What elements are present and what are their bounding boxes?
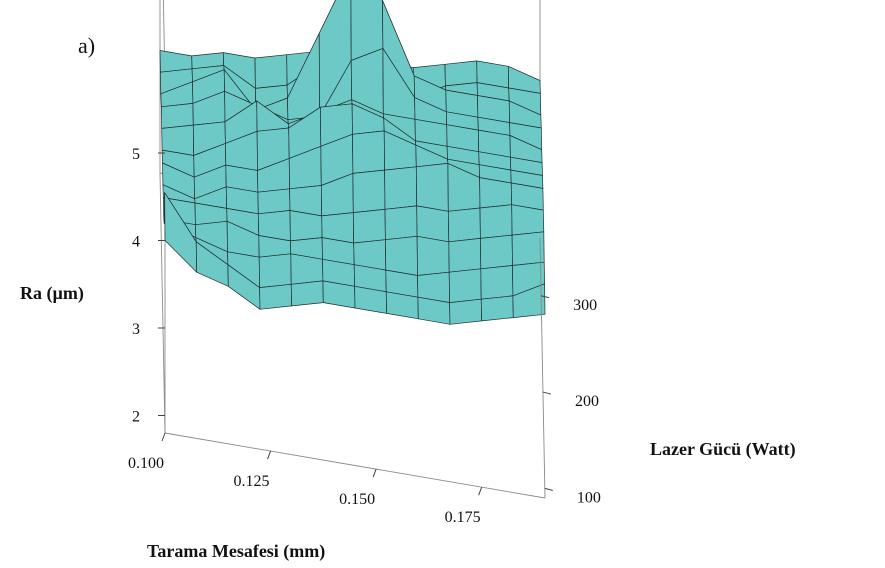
y-tick-label: 200 <box>575 393 599 410</box>
surface-cell <box>447 207 481 243</box>
y-tick-mark <box>542 391 552 395</box>
surface-cell <box>352 169 386 213</box>
y-tick-mark <box>544 487 553 491</box>
surface-cell <box>511 204 545 236</box>
box-edge <box>164 432 546 499</box>
x-axis-title: Tarama Mesafesi (mm) <box>147 541 325 562</box>
surface-cell <box>479 177 513 209</box>
z-tick-label: 2 <box>132 409 140 426</box>
surface-cell <box>352 208 386 244</box>
x-tick-mark <box>161 432 166 442</box>
surface-cell <box>416 235 450 276</box>
surface-cell <box>258 253 292 288</box>
surface-cell <box>444 60 478 87</box>
x-tick-mark <box>372 468 377 478</box>
box-edge <box>162 0 166 84</box>
surface-cell <box>448 238 482 273</box>
axis-ticks: 2 3 4 5 0.100 0.125 0.150 0.175 100 200 300 <box>128 146 601 526</box>
surface-cell <box>512 283 546 318</box>
z-tick-label: 3 <box>132 321 140 338</box>
surface-cell <box>416 205 450 243</box>
surface-mesh <box>159 0 546 325</box>
x-tick-mark <box>478 486 483 496</box>
surface-cell <box>385 235 418 276</box>
box-edge <box>539 237 546 499</box>
surface-cell <box>259 283 293 310</box>
surface-cell <box>511 231 545 266</box>
x-tick-label: 0.150 <box>339 491 375 508</box>
y-axis-title: Lazer Gücü (Watt) <box>650 439 796 460</box>
surface-cell <box>290 280 324 307</box>
z-tick-label: 4 <box>132 234 140 251</box>
surface-cell <box>159 50 193 73</box>
surface-cell <box>480 295 514 322</box>
surface-cell <box>290 253 324 285</box>
x-tick-mark <box>267 450 272 460</box>
x-tick-label: 0.125 <box>234 473 270 490</box>
surface-cell <box>160 103 194 129</box>
surface-cell <box>415 163 449 212</box>
surface-cell <box>289 210 323 242</box>
surface-cell <box>479 204 513 239</box>
surface-cell <box>257 188 291 215</box>
x-tick-label: 0.100 <box>128 455 164 472</box>
z-axis-title: Ra (µm) <box>20 283 84 304</box>
x-tick-label: 0.175 <box>445 509 481 526</box>
box-edge <box>159 172 166 434</box>
surface-cell <box>480 265 514 300</box>
surface-cell <box>352 130 385 174</box>
surface-cell <box>384 205 418 241</box>
surface-cell <box>384 166 418 210</box>
surface-cell <box>449 298 483 325</box>
y-tick-mark <box>540 295 550 299</box>
surface-cell <box>254 54 288 89</box>
y-tick-label: 300 <box>573 297 597 314</box>
panel-label: a) <box>78 33 95 58</box>
surface-cell <box>480 234 513 270</box>
y-tick-label: 100 <box>577 489 601 506</box>
z-tick-label: 5 <box>132 146 140 163</box>
surface-cell <box>448 268 482 303</box>
